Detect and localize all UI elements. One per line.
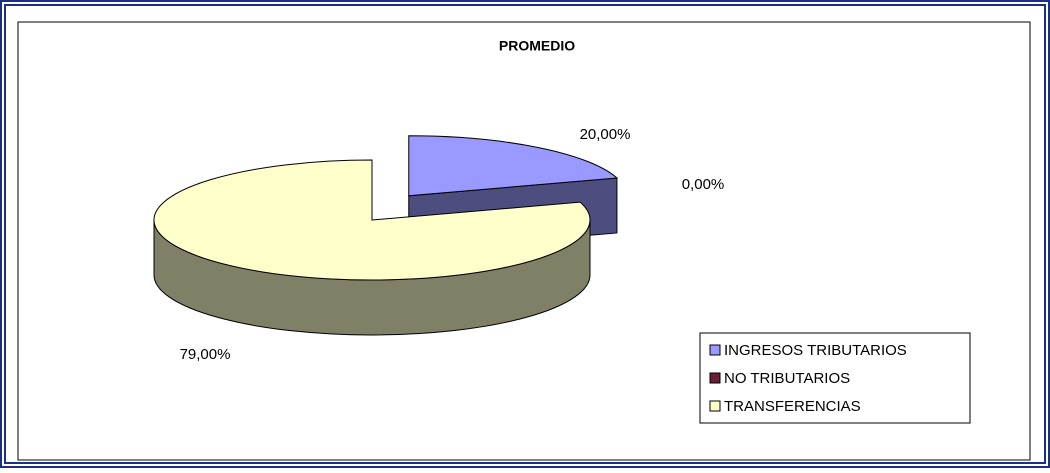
slice [408,135,619,197]
chart-title: PROMEDIO [499,38,575,54]
slice [153,159,591,281]
legend-label: INGRESOS TRIBUTARIOS [724,342,907,359]
legend-label: TRANSFERENCIAS [724,398,861,415]
legend-swatch [709,400,721,412]
legend-swatch [709,372,721,384]
data-label: 0,00% [682,176,725,193]
legend-label: NO TRIBUTARIOS [724,370,850,387]
outer-frame-inner [4,4,1046,464]
data-label: 20,00% [580,126,631,143]
data-label: 79,00% [180,346,231,363]
legend-swatch [709,344,721,356]
legend-box [699,332,971,424]
